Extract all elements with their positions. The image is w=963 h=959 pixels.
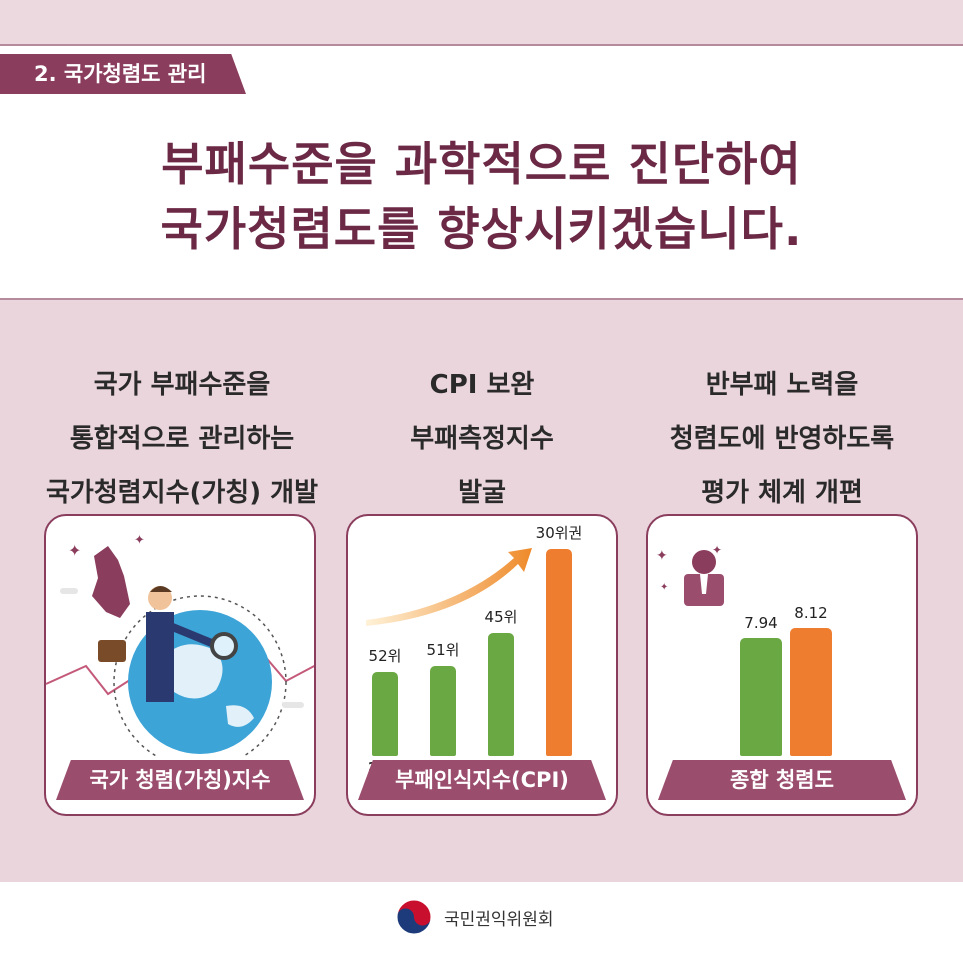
chart-data-label: 30위권 [535, 523, 583, 542]
chart-bar [488, 632, 514, 756]
column-title-2: CPI 보완 부패측정지수 발굴 [332, 358, 632, 520]
column-title-line: 부패측정지수 [410, 424, 554, 454]
column-title-line: 국가청렴지수(가칭) 개발 [45, 478, 319, 508]
person-icon: ✦ ✦ ✦ [656, 543, 724, 606]
column-title-3: 반부패 노력을 청렴도에 반영하도록 평가 체계 개편 [632, 358, 932, 520]
svg-text:✦: ✦ [656, 548, 668, 564]
column-title-line: CPI 보완 [429, 370, 535, 400]
column-title-1: 국가 부패수준을 통합적으로 관리하는 국가청렴지수(가칭) 개발 [32, 358, 332, 520]
chart-bar [546, 548, 572, 756]
chart-data-label: 7.94 [744, 614, 778, 632]
card-label: 국가 청렴(가칭)지수 [56, 760, 304, 800]
card-national-integrity-index: ✦ ✦ 국가 청렴(가칭)지수 [44, 514, 316, 816]
chart-data-label: 52위 [368, 647, 402, 665]
taegeuk-logo-icon [396, 899, 432, 935]
card-label: 부패인식지수(CPI) [358, 760, 606, 800]
chart-bar [372, 672, 398, 756]
card-label: 종합 청렴도 [658, 760, 906, 800]
column-title-line: 통합적으로 관리하는 [69, 424, 295, 454]
column-title-line: 청렴도에 반영하도록 [669, 424, 895, 454]
column-title-line: 평가 체계 개편 [701, 478, 863, 508]
column-title-line: 반부패 노력을 [705, 370, 859, 400]
org-name: 국민권익위원회 [444, 910, 554, 930]
footer [0, 882, 963, 959]
businessman-globe-illustration: ✦ ✦ [46, 533, 314, 756]
card-integrity-score: ✦ ✦ ✦ 7.9420178.122018 종합 청렴도 [646, 514, 918, 816]
rising-arrow-icon [366, 548, 532, 626]
chart-data-label: 8.12 [794, 604, 828, 623]
svg-text:✦: ✦ [68, 541, 81, 560]
chart-bar [430, 666, 456, 756]
headline-line-2: 국가청렴도를 향상시키겠습니다. [160, 202, 803, 256]
section-tab: 2. 국가청렴도 관리 [0, 54, 246, 94]
chart-bar [790, 628, 832, 756]
svg-text:✦: ✦ [660, 582, 668, 593]
svg-text:✦: ✦ [712, 543, 722, 557]
chart-bar [740, 638, 782, 756]
headline-line-1: 부패수준을 과학적으로 진단하여 [161, 137, 802, 191]
column-title-line: 국가 부패수준을 [93, 370, 271, 400]
column-title-line: 발굴 [458, 478, 506, 508]
chart-data-label: 51위 [426, 641, 460, 660]
top-band [0, 0, 963, 44]
card-cpi: 52위201651위201745위201830위권2019 부패인식지수(CPI… [346, 514, 618, 816]
chart-data-label: 45위 [484, 607, 518, 626]
svg-text:✦: ✦ [134, 533, 145, 548]
